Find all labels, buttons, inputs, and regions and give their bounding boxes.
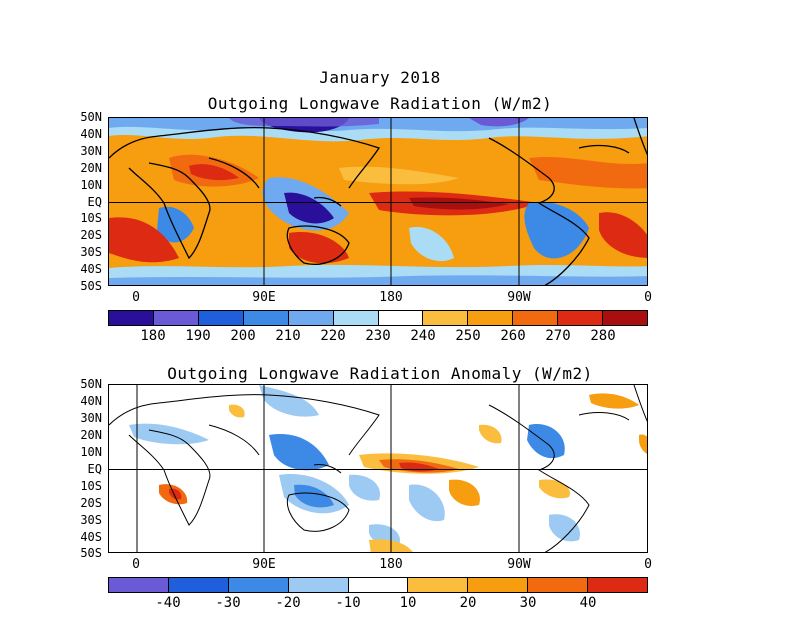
- olr-map: [108, 117, 648, 286]
- olr-colorbar-label: 190: [185, 328, 211, 344]
- olr-colorbar-label: 250: [455, 328, 481, 344]
- olr-color-swatch: [603, 311, 648, 325]
- olr-colorbar-label: 210: [275, 328, 301, 344]
- anomaly-title: Outgoing Longwave Radiation Anomaly (W/m…: [167, 364, 593, 383]
- olr-colorbar-label: 280: [590, 328, 616, 344]
- olr-colorbar-label: 180: [140, 328, 166, 344]
- bottom-lat-label: 40S: [80, 530, 102, 544]
- olr-color-swatch: [423, 311, 469, 325]
- olr-color-swatch: [468, 311, 514, 325]
- bottom-lat-label: 10S: [80, 479, 102, 493]
- anomaly-colorbar-label: 30: [519, 595, 537, 611]
- date-title: January 2018: [319, 68, 441, 87]
- anomaly-colorbar-label: -40: [155, 595, 181, 611]
- top-lon-label: 180: [379, 290, 403, 305]
- olr-color-swatch: [378, 311, 424, 325]
- olr-title: Outgoing Longwave Radiation (W/m2): [207, 94, 553, 113]
- olr-colorbar-label: 220: [320, 328, 346, 344]
- top-lat-label: 50N: [80, 110, 102, 124]
- top-lat-label: 10S: [80, 211, 102, 225]
- anomaly-colorbar-label: -30: [215, 595, 241, 611]
- top-lon-label: 90W: [507, 290, 531, 305]
- bottom-lat-label: 10N: [80, 445, 102, 459]
- olr-colorbar-label: 200: [230, 328, 256, 344]
- bottom-lat-label: EQ: [87, 462, 102, 476]
- top-lat-label: 10N: [80, 178, 102, 192]
- bottom-lon-label: 0: [644, 557, 652, 572]
- olr-color-swatch: [558, 311, 604, 325]
- olr-colorbar: [108, 310, 648, 326]
- olr-color-swatch: [153, 311, 199, 325]
- olr-color-swatch: [333, 311, 379, 325]
- top-lat-label: 50S: [80, 279, 102, 293]
- bottom-lat-label: 20S: [80, 496, 102, 510]
- top-lat-label: 40N: [80, 127, 102, 141]
- olr-color-swatch: [288, 311, 334, 325]
- anomaly-colorbar-label: 10: [399, 595, 417, 611]
- bottom-lat-label: 30N: [80, 411, 102, 425]
- top-lat-label: 40S: [80, 262, 102, 276]
- olr-color-swatch: [109, 311, 154, 325]
- olr-colorbar-label: 260: [500, 328, 526, 344]
- top-lat-label: 20S: [80, 228, 102, 242]
- top-lon-label: 0: [132, 290, 140, 305]
- olr-colorbar-label: 230: [365, 328, 391, 344]
- top-lat-label: 30S: [80, 245, 102, 259]
- anomaly-colorbar-label: 40: [579, 595, 597, 611]
- bottom-lon-label: 90E: [252, 557, 276, 572]
- bottom-lat-label: 50S: [80, 546, 102, 560]
- bottom-lon-label: 180: [379, 557, 403, 572]
- anomaly-color-swatch: [168, 578, 229, 592]
- olr-colorbar-label: 240: [410, 328, 436, 344]
- top-lon-label: 90E: [252, 290, 276, 305]
- bottom-lat-label: 40N: [80, 394, 102, 408]
- olr-color-swatch: [198, 311, 244, 325]
- top-lat-label: 30N: [80, 144, 102, 158]
- anomaly-color-swatch: [528, 578, 589, 592]
- anomaly-color-swatch: [348, 578, 409, 592]
- olr-color-swatch: [243, 311, 289, 325]
- bottom-lon-label: 0: [132, 557, 140, 572]
- bottom-lat-label: 50N: [80, 377, 102, 391]
- top-lon-label: 0: [644, 290, 652, 305]
- anomaly-colorbar-label: -20: [275, 595, 301, 611]
- bottom-lat-label: 30S: [80, 513, 102, 527]
- anomaly-color-swatch: [468, 578, 529, 592]
- olr-color-swatch: [513, 311, 559, 325]
- anomaly-color-swatch: [408, 578, 469, 592]
- top-lat-label: EQ: [87, 195, 102, 209]
- olr-colorbar-label: 270: [545, 328, 571, 344]
- anomaly-color-swatch: [588, 578, 648, 592]
- top-lat-label: 20N: [80, 161, 102, 175]
- anomaly-colorbar: [108, 577, 648, 593]
- anomaly-colorbar-label: -10: [335, 595, 361, 611]
- anomaly-map: [108, 384, 648, 553]
- bottom-lon-label: 90W: [507, 557, 531, 572]
- anomaly-colorbar-label: 20: [459, 595, 477, 611]
- bottom-lat-label: 20N: [80, 428, 102, 442]
- anomaly-color-swatch: [288, 578, 349, 592]
- anomaly-color-swatch: [109, 578, 169, 592]
- anomaly-color-swatch: [228, 578, 289, 592]
